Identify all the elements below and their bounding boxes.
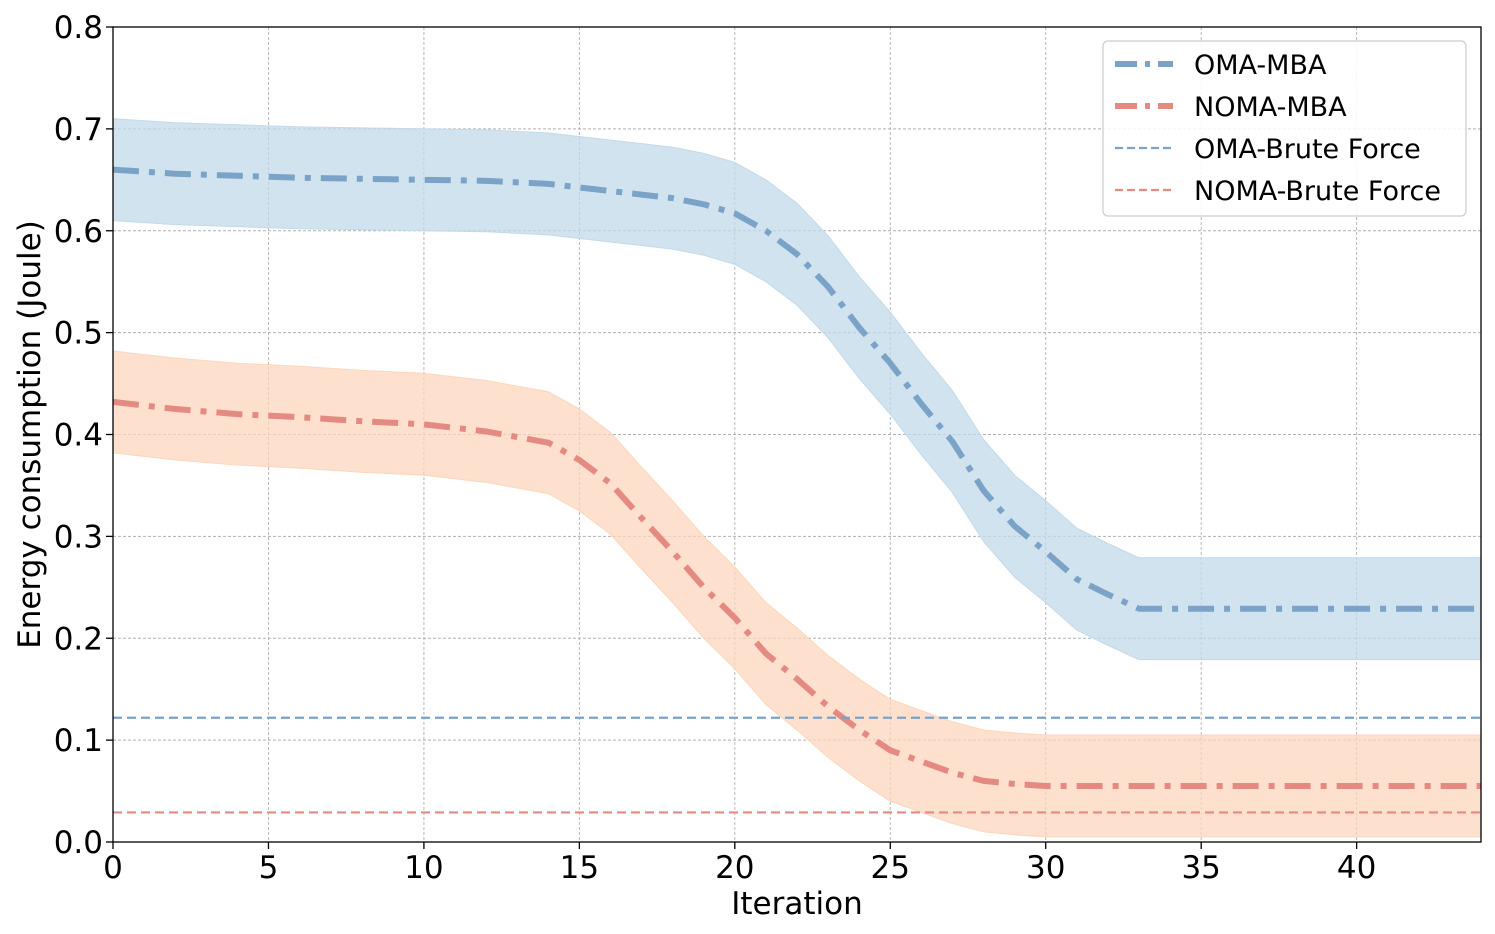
legend-label: OMA-MBA: [1194, 50, 1327, 81]
y-axis-label: Energy consumption (Joule): [12, 220, 48, 649]
x-tick-label: 10: [404, 850, 443, 886]
legend: OMA-MBA NOMA-MBA OMA-Brute Force NOMA-Brute…: [1102, 40, 1467, 217]
y-tick-label: 0.5: [54, 316, 103, 352]
series-line-noma-mba: [112, 398, 1481, 789]
y-tick-label: 0.2: [54, 621, 103, 657]
x-tick-label: 25: [871, 850, 910, 886]
legend-label: NOMA-Brute Force: [1194, 176, 1441, 207]
y-tick-label: 0.1: [54, 723, 103, 759]
confidence-bands: [112, 118, 1482, 838]
x-tick-label: 35: [1181, 850, 1220, 886]
y-tick-label: 0.3: [54, 519, 103, 555]
x-axis-label: Iteration: [731, 886, 863, 922]
y-tick-label: 0.7: [54, 112, 103, 148]
series-lines: [112, 166, 1481, 814]
y-tick-label: 0.0: [54, 825, 103, 861]
legend-box: [1102, 40, 1467, 217]
legend-label: OMA-Brute Force: [1194, 134, 1421, 165]
legend-label: NOMA-MBA: [1194, 92, 1347, 123]
x-tick-label: 0: [103, 850, 123, 886]
x-tick-label: 15: [560, 850, 599, 886]
y-tick-label: 0.8: [54, 10, 103, 46]
y-tick-label: 0.4: [54, 418, 103, 454]
axis-ticks: 0 5 10 15 20 25 30 35 40 0.0 0.1 0.2 0.3 0.4 0.5 0.6 0.7…: [54, 10, 1377, 886]
x-tick-label: 5: [259, 850, 279, 886]
y-tick-label: 0.6: [54, 214, 103, 250]
x-tick-label: 20: [715, 850, 754, 886]
series-line-oma-mba: [112, 166, 1481, 612]
x-tick-label: 30: [1026, 850, 1065, 886]
x-tick-label: 40: [1337, 850, 1376, 886]
